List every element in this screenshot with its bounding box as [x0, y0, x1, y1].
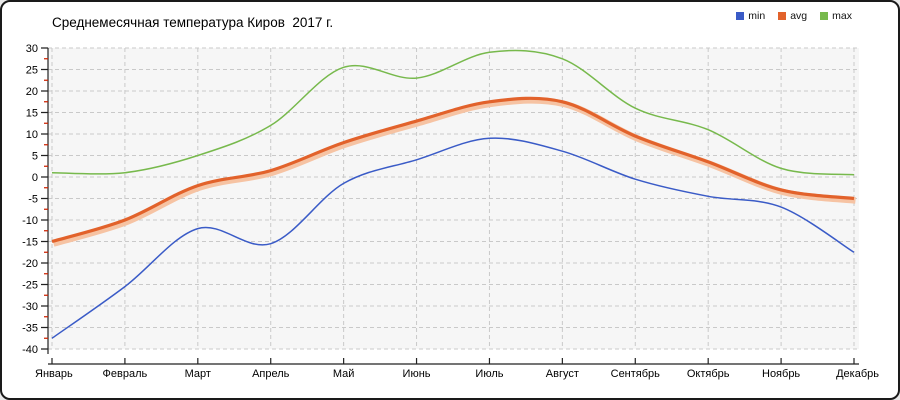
x-axis-month-label: Апрель — [252, 368, 290, 380]
y-axis-tick-label: -10 — [22, 215, 38, 227]
y-axis-tick-label: 30 — [26, 43, 38, 55]
y-axis-tick-label: -30 — [22, 301, 38, 313]
series-min-line — [51, 137, 855, 339]
legend-swatch-avg-icon — [778, 12, 787, 21]
x-axis-month-label: Февраль — [103, 368, 148, 380]
legend-item-min[interactable]: min — [736, 11, 765, 22]
y-axis-major-ticks — [41, 47, 48, 350]
legend-label-avg: avg — [790, 10, 808, 22]
legend-swatch-max-icon — [820, 12, 829, 21]
y-axis-tick-label: -35 — [22, 323, 38, 335]
x-axis-month-label: Сентябрь — [611, 368, 661, 380]
x-axis-month-label: Август — [546, 368, 579, 380]
y-axis-tick-label: 20 — [26, 86, 38, 98]
y-axis-tick-label: 0 — [32, 172, 38, 184]
x-axis-month-label: Июль — [475, 368, 503, 380]
legend-item-avg[interactable]: avg — [778, 11, 807, 22]
y-axis-tick-label: -25 — [22, 280, 38, 292]
y-axis-tick-label: 5 — [32, 151, 38, 163]
x-axis-month-label: Март — [185, 368, 211, 380]
legend-label-min: min — [748, 10, 766, 22]
y-axis-tick-label: -5 — [28, 194, 38, 206]
y-axis-tick-label: 15 — [26, 108, 38, 120]
series-max-line — [51, 49, 855, 176]
x-axis-month-label: Ноябрь — [762, 368, 800, 380]
x-axis-month-label: Июнь — [403, 368, 431, 380]
y-axis-tick-label: 10 — [26, 129, 38, 141]
x-axis-month-label: Май — [333, 368, 355, 380]
y-axis-tick-label: -15 — [22, 237, 38, 249]
y-axis-tick-label: -40 — [22, 344, 38, 356]
chart-legend: min avg max — [736, 11, 852, 22]
x-axis-month-label: Декабрь — [836, 368, 879, 380]
series-avg-line — [51, 96, 855, 244]
x-axis-ticks — [51, 358, 855, 364]
y-axis-minor-ticks — [44, 58, 48, 339]
x-axis-month-label: Январь — [35, 368, 73, 380]
legend-label-max: max — [832, 10, 852, 22]
legend-swatch-min-icon — [736, 12, 745, 21]
gridlines — [48, 47, 859, 350]
x-axis-month-label: Октябрь — [687, 368, 730, 380]
chart-title: Среднемесячная температура Киров 2017 г. — [52, 15, 334, 30]
y-axis-tick-label: -20 — [22, 258, 38, 270]
y-axis-tick-label: 25 — [26, 65, 38, 77]
legend-item-max[interactable]: max — [820, 11, 852, 22]
